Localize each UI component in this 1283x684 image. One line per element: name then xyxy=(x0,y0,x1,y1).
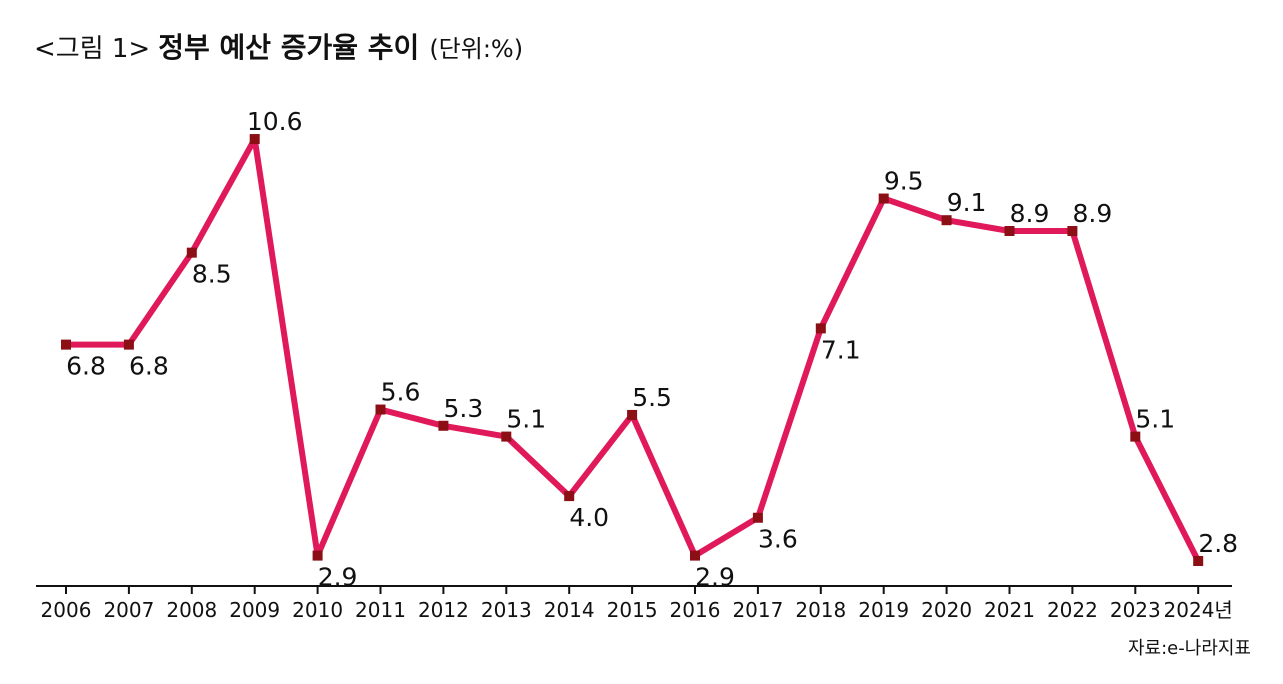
x-tick-label: 2012 xyxy=(418,598,469,622)
data-label: 5.1 xyxy=(506,405,546,434)
data-point xyxy=(186,247,197,258)
data-point xyxy=(123,339,134,350)
data-label: 9.5 xyxy=(884,167,924,196)
data-point xyxy=(312,550,323,561)
x-tick-label: 2009 xyxy=(229,598,280,622)
x-tick-label: 2019 xyxy=(858,598,909,622)
x-tick-label: 2022 xyxy=(1047,598,1098,622)
x-tick-label: 2023 xyxy=(1110,598,1161,622)
x-tick-label: 2024년 xyxy=(1164,598,1233,622)
x-tick-label: 2016 xyxy=(670,598,721,622)
chart-title-text: 정부 예산 증가율 추이 xyxy=(158,31,420,64)
x-tick-label: 2017 xyxy=(732,598,783,622)
x-tick-label: 2013 xyxy=(481,598,532,622)
data-point xyxy=(564,491,575,502)
data-point xyxy=(375,404,386,415)
x-tick-label: 2007 xyxy=(103,598,154,622)
unit-label: (단위:%) xyxy=(429,35,524,63)
data-label: 10.6 xyxy=(247,107,303,136)
x-tick-label: 2011 xyxy=(355,598,406,622)
data-label: 8.9 xyxy=(1073,199,1113,228)
data-label: 4.0 xyxy=(569,503,609,532)
figure-number: <그림 1> xyxy=(34,34,151,64)
data-label: 8.5 xyxy=(192,260,232,289)
data-point xyxy=(438,420,449,431)
x-tick-label: 2010 xyxy=(292,598,343,622)
x-tick-label: 2006 xyxy=(41,598,92,622)
data-point xyxy=(878,193,889,204)
x-tick-label: 2021 xyxy=(984,598,1035,622)
data-label: 2.9 xyxy=(318,563,358,592)
source-note: 자료:e-나라지표 xyxy=(1128,638,1251,659)
data-label: 2.9 xyxy=(695,563,735,592)
data-label: 6.8 xyxy=(129,352,169,381)
data-point xyxy=(941,215,952,226)
data-point xyxy=(690,550,700,561)
data-label: 5.6 xyxy=(381,378,421,407)
data-point xyxy=(815,323,826,334)
x-tick-label: 2014 xyxy=(544,598,595,622)
data-point xyxy=(61,339,71,350)
data-label: 6.8 xyxy=(66,352,106,381)
data-label: 5.1 xyxy=(1135,405,1175,434)
x-tick-label: 2015 xyxy=(607,598,658,622)
data-point xyxy=(501,431,512,442)
chart-title: <그림 1> 정부 예산 증가율 추이 (단위:%) xyxy=(34,28,523,68)
x-tick-label: 2020 xyxy=(921,598,972,622)
data-point xyxy=(752,512,763,523)
data-point xyxy=(1004,226,1015,237)
data-point xyxy=(1130,431,1141,442)
data-point xyxy=(1067,226,1078,237)
data-label: 3.6 xyxy=(758,525,798,554)
data-point xyxy=(1193,556,1204,567)
data-label: 5.5 xyxy=(632,383,672,412)
data-point xyxy=(249,134,260,145)
data-point xyxy=(627,409,638,420)
data-label: 8.9 xyxy=(1010,199,1050,228)
data-label: 2.8 xyxy=(1198,529,1238,558)
data-label: 5.3 xyxy=(444,394,484,423)
data-label: 9.1 xyxy=(947,188,987,217)
data-label: 7.1 xyxy=(821,335,861,364)
x-tick-label: 2008 xyxy=(166,598,217,622)
x-tick-label: 2018 xyxy=(795,598,846,622)
